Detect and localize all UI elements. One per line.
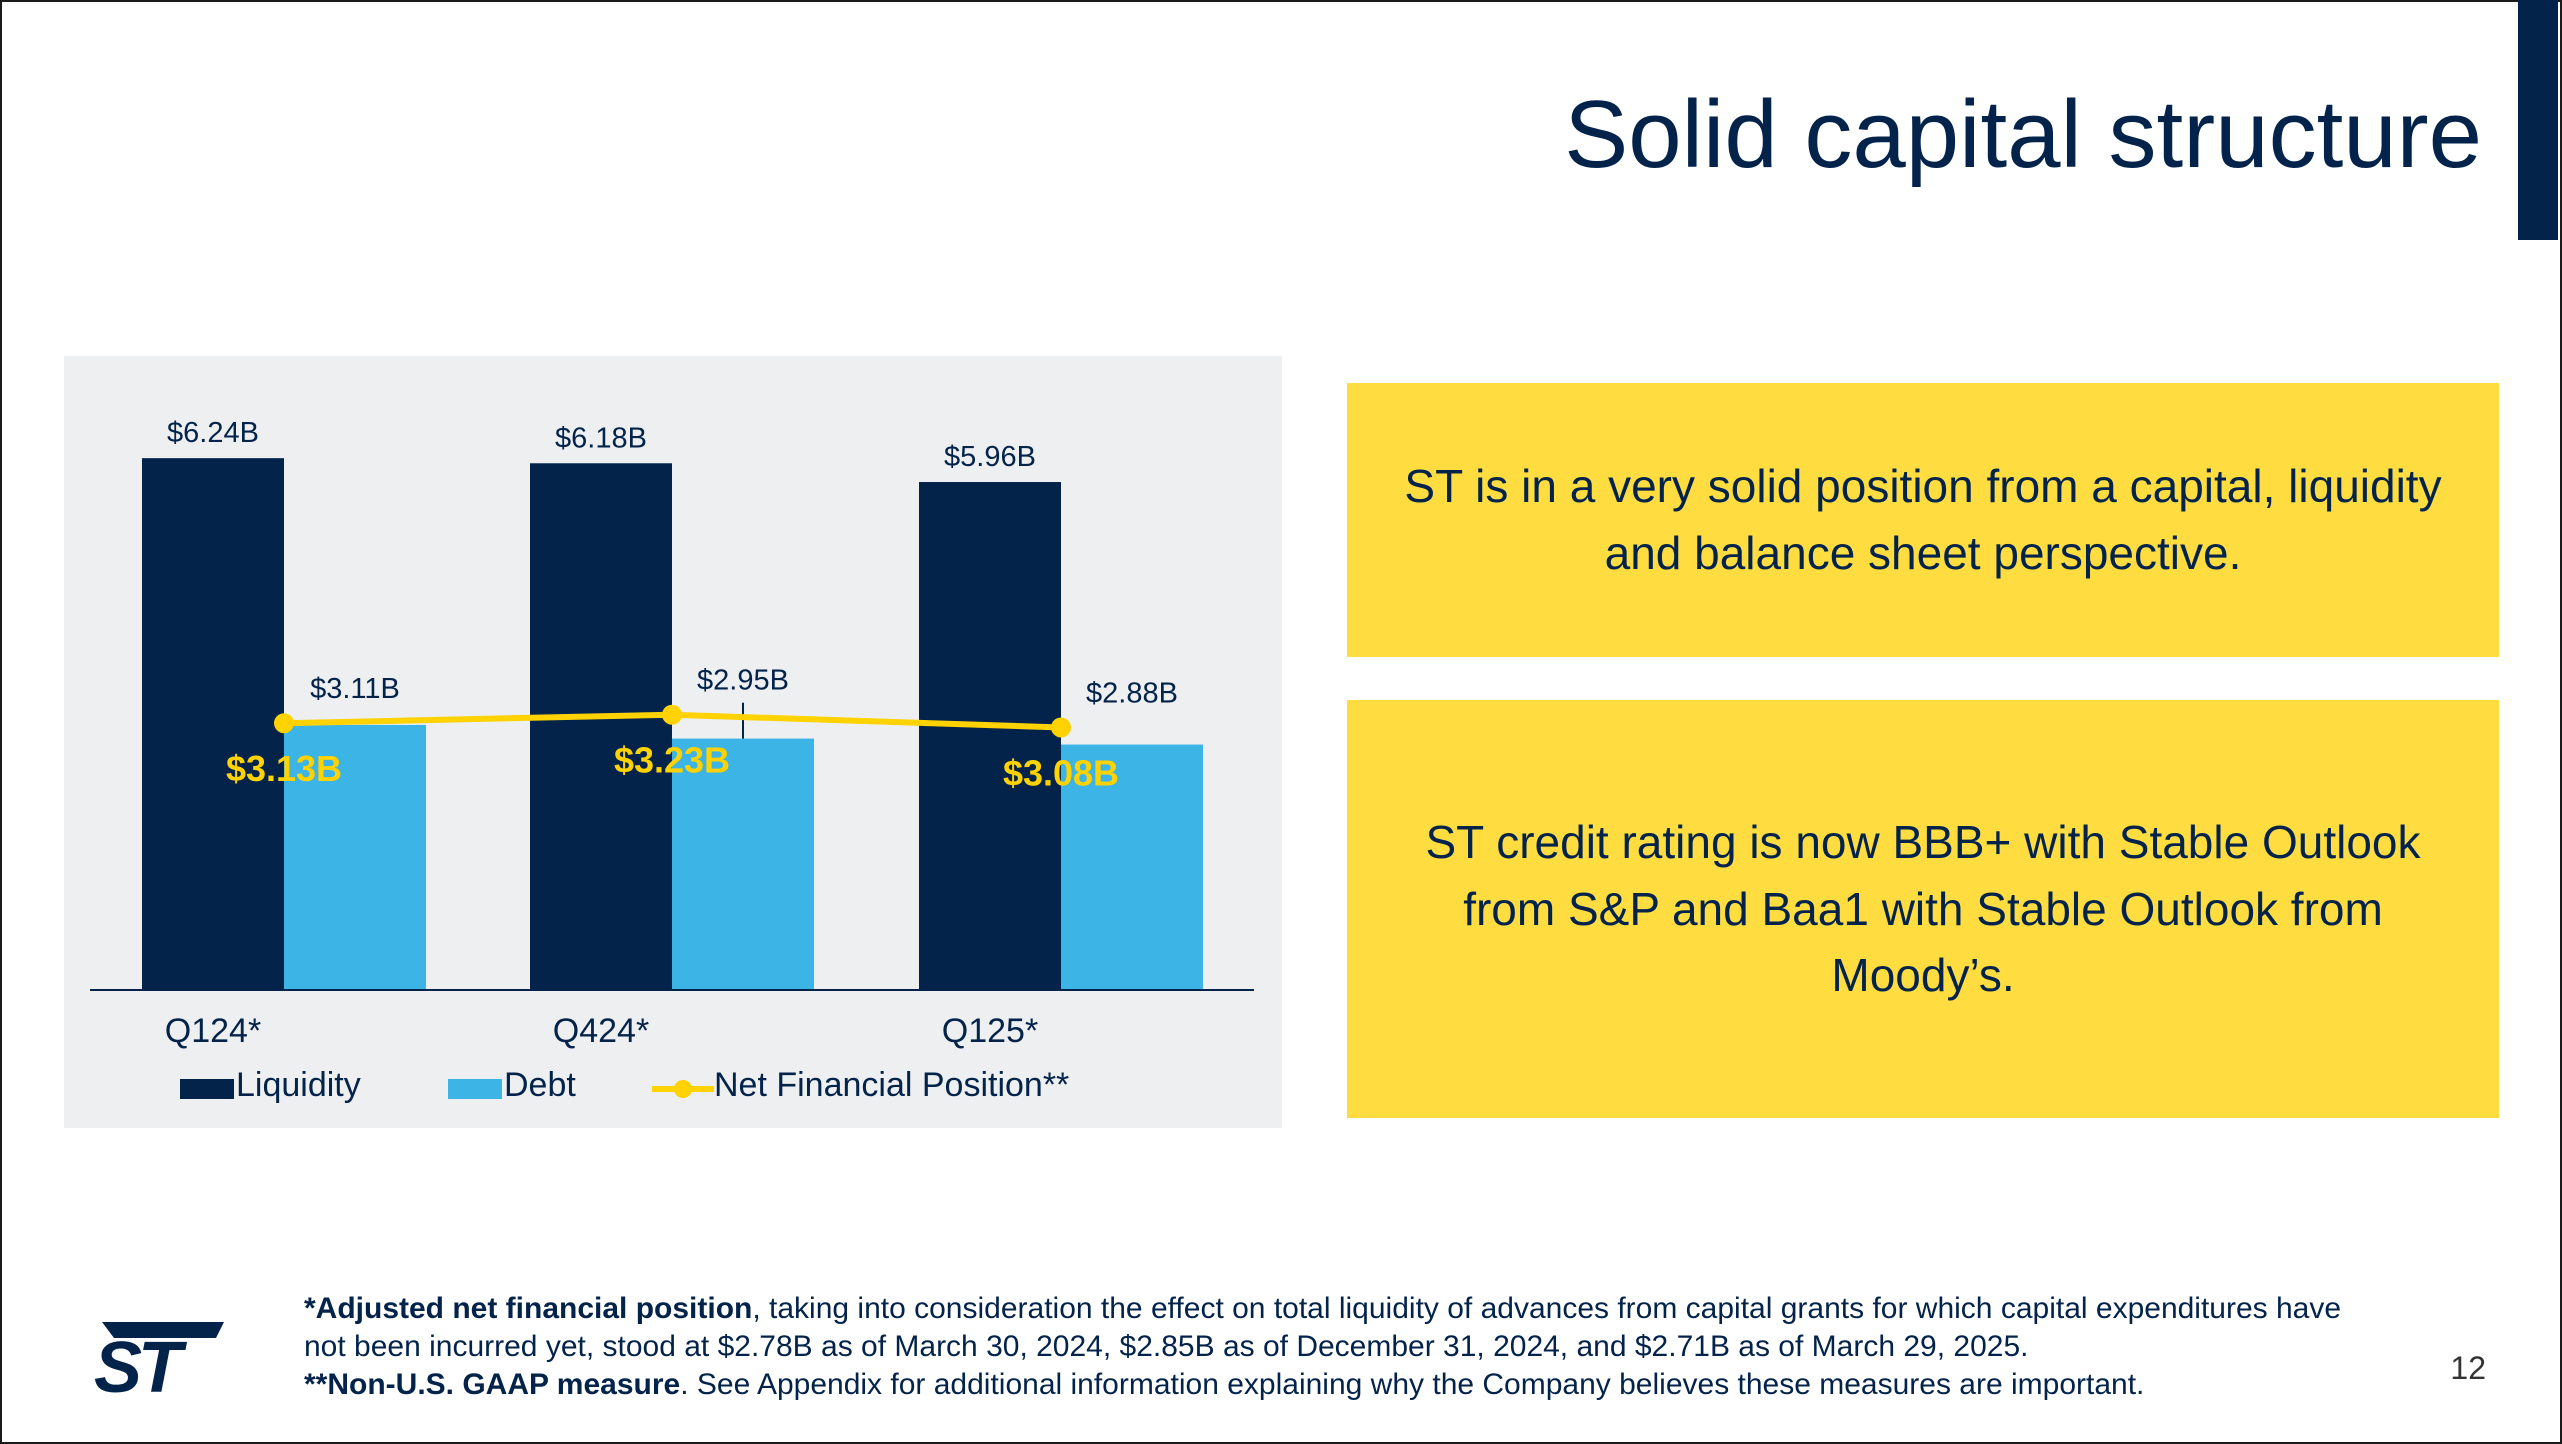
debt-value-label: $3.11B bbox=[310, 673, 400, 705]
callout-capital-position-text: ST is in a very solid position from a ca… bbox=[1404, 460, 2442, 579]
debt-bar bbox=[672, 738, 814, 990]
debt-value-label: $2.95B bbox=[697, 665, 789, 697]
footnote-line-1: *Adjusted net financial position, taking… bbox=[304, 1290, 2364, 1366]
x-tick-label: Q125* bbox=[942, 1012, 1038, 1050]
legend-liquidity-swatch bbox=[180, 1079, 234, 1099]
net-financial-position-point bbox=[662, 704, 682, 725]
footnote-line-2-bold: **Non-U.S. GAAP measure bbox=[304, 1368, 681, 1401]
legend-net-label: Net Financial Position** bbox=[714, 1066, 1069, 1104]
legend-liquidity-label: Liquidity bbox=[236, 1066, 361, 1104]
accent-bar bbox=[2518, 0, 2558, 240]
net-financial-position-label: $3.23B bbox=[614, 740, 730, 781]
footnote-line-1-rest: , taking into consideration the effect o… bbox=[304, 1292, 2342, 1363]
x-tick-label: Q424* bbox=[553, 1012, 649, 1050]
debt-bar bbox=[1061, 744, 1203, 990]
callout-credit-rating: ST credit rating is now BBB+ with Stable… bbox=[1347, 700, 2499, 1118]
legend-net-marker bbox=[674, 1080, 692, 1098]
footnote-line-1-bold: *Adjusted net financial position bbox=[304, 1292, 753, 1325]
liquidity-value-label: $5.96B bbox=[944, 441, 1036, 473]
callout-capital-position: ST is in a very solid position from a ca… bbox=[1347, 383, 2499, 657]
page-number: 12 bbox=[2450, 1350, 2486, 1386]
liquidity-value-label: $6.24B bbox=[167, 417, 259, 449]
net-financial-position-label: $3.13B bbox=[226, 748, 342, 789]
x-tick-label: Q124* bbox=[165, 1012, 261, 1050]
slide-title: Solid capital structure bbox=[1564, 81, 2482, 188]
st-logo: ST bbox=[94, 1322, 224, 1398]
chart-panel: $6.24B $3.11B Q124* $6.18B $2.95B Q424* $5.96B… bbox=[64, 356, 1282, 1128]
capital-structure-chart: $6.24B $3.11B Q124* $6.18B $2.95B Q424* $5.96B… bbox=[90, 417, 1254, 1104]
debt-bar bbox=[284, 724, 426, 990]
liquidity-bar bbox=[142, 458, 284, 990]
legend-debt-label: Debt bbox=[504, 1066, 576, 1104]
net-financial-position-point bbox=[274, 713, 294, 734]
liquidity-bar bbox=[919, 482, 1061, 990]
liquidity-value-label: $6.18B bbox=[555, 422, 647, 454]
footnote: *Adjusted net financial position, taking… bbox=[304, 1290, 2364, 1404]
liquidity-bar bbox=[530, 463, 672, 990]
net-financial-position-label: $3.08B bbox=[1003, 752, 1119, 793]
legend-debt-swatch bbox=[448, 1079, 502, 1099]
callout-credit-rating-text: ST credit rating is now BBB+ with Stable… bbox=[1425, 815, 2421, 1002]
st-logo-text: ST bbox=[94, 1328, 188, 1398]
debt-value-label: $2.88B bbox=[1086, 677, 1178, 709]
net-financial-position-point bbox=[1051, 717, 1071, 738]
footnote-line-2: **Non-U.S. GAAP measure. See Appendix fo… bbox=[304, 1366, 2364, 1404]
footnote-line-2-rest: . See Appendix for additional informatio… bbox=[680, 1368, 2145, 1401]
